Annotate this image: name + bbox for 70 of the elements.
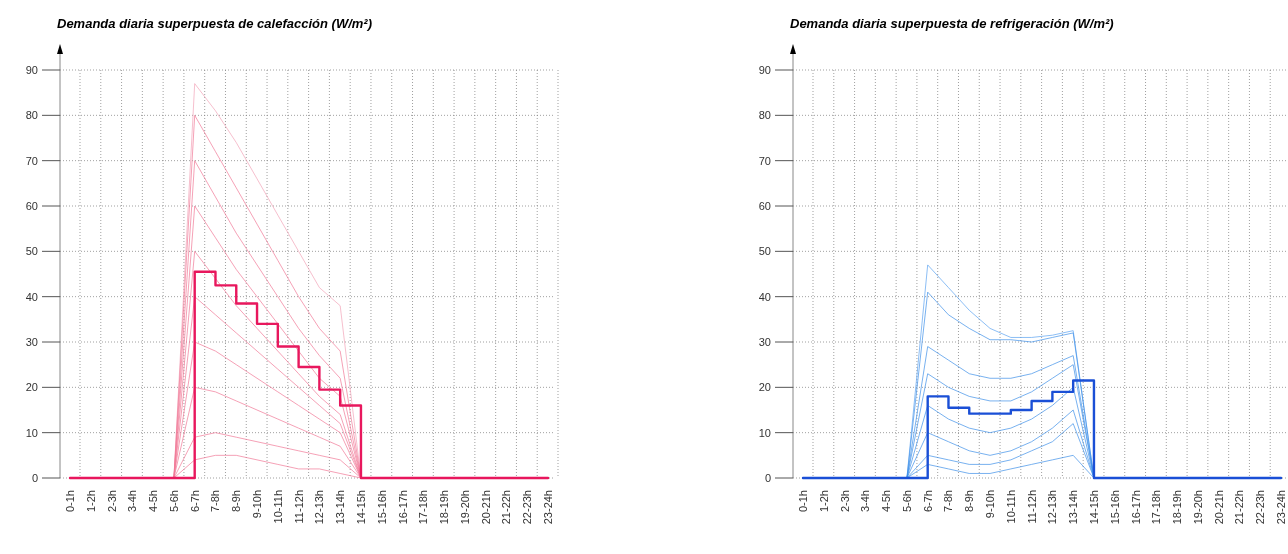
x-tick-label: 19-20h: [1191, 490, 1204, 525]
y-tick-label: 20: [25, 381, 38, 394]
y-tick-label: 50: [25, 245, 38, 258]
y-tick-label: 10: [758, 426, 771, 439]
x-tick-label: 5-6h: [900, 490, 913, 513]
x-tick-label: 9-10h: [251, 490, 264, 519]
x-tick-label: 8-9h: [963, 490, 976, 513]
y-tick-label: 70: [758, 154, 771, 167]
y-tick-label: 80: [25, 109, 38, 122]
x-tick-label: 5-6h: [167, 490, 180, 513]
x-tick-label: 16-17h: [396, 490, 409, 525]
y-tick-label: 70: [25, 154, 38, 167]
y-tick-label: 40: [25, 290, 38, 303]
x-tick-label: 0-1h: [797, 490, 809, 513]
x-tick-label: 21-22h: [500, 490, 513, 525]
x-tick-label: 7-8h: [942, 490, 955, 513]
y-tick-label: 0: [764, 471, 771, 484]
x-tick-label: 14-15h: [354, 490, 367, 525]
y-tick-label: 50: [758, 245, 771, 258]
y-tick-label: 60: [25, 199, 38, 212]
y-tick-label: 80: [758, 109, 771, 122]
x-tick-label: 6-7h: [921, 490, 934, 513]
x-tick-label: 1-2h: [817, 490, 830, 513]
x-tick-label: 13-14h: [1067, 490, 1080, 525]
x-tick-label: 15-16h: [1108, 490, 1121, 525]
y-tick-label: 90: [25, 63, 38, 76]
x-tick-label: 21-22h: [1233, 490, 1246, 525]
x-tick-label: 18-19h: [1171, 490, 1184, 525]
x-tick-label: 1-2h: [84, 490, 97, 513]
x-tick-label: 14-15h: [1087, 490, 1100, 525]
x-tick-label: 6-7h: [188, 490, 201, 513]
y-tick-label: 30: [25, 335, 38, 348]
x-tick-label: 7-8h: [209, 490, 222, 513]
y-tick-label: 40: [758, 290, 771, 303]
x-tick-label: 11-12h: [1025, 490, 1038, 524]
x-tick-label: 3-4h: [126, 490, 139, 513]
x-tick-label: 22-23h: [521, 490, 534, 525]
x-tick-label: 23-24h: [1275, 490, 1287, 525]
x-tick-label: 13-14h: [334, 490, 347, 525]
x-tick-label: 2-3h: [105, 490, 118, 513]
x-tick-label: 9-10h: [984, 490, 997, 519]
chart-title: Demanda diaria superpuesta de refrigeración (W/m²): [790, 16, 1114, 31]
x-tick-label: 0-1h: [64, 490, 76, 513]
x-tick-label: 15-16h: [375, 490, 388, 525]
x-tick-label: 18-19h: [438, 490, 451, 525]
x-tick-label: 2-3h: [838, 490, 851, 513]
y-tick-label: 30: [758, 335, 771, 348]
y-tick-label: 20: [758, 381, 771, 394]
chart-title: Demanda diaria superpuesta de calefacción (W/m²): [57, 16, 372, 31]
y-tick-label: 10: [25, 426, 38, 439]
x-tick-label: 12-13h: [313, 490, 326, 525]
x-tick-label: 8-9h: [230, 490, 243, 513]
x-tick-label: 16-17h: [1129, 490, 1142, 525]
x-tick-label: 20-21h: [1212, 490, 1225, 525]
x-tick-label: 17-18h: [1150, 490, 1163, 525]
x-tick-label: 4-5h: [880, 490, 893, 513]
x-tick-label: 22-23h: [1254, 490, 1267, 525]
y-tick-label: 90: [758, 63, 771, 76]
x-tick-label: 12-13h: [1046, 490, 1059, 525]
x-tick-label: 17-18h: [417, 490, 430, 525]
y-tick-label: 0: [31, 471, 38, 484]
y-tick-label: 60: [758, 199, 771, 212]
x-tick-label: 3-4h: [859, 490, 872, 513]
x-tick-label: 11-12h: [292, 490, 305, 524]
x-tick-label: 20-21h: [479, 490, 492, 525]
x-tick-label: 19-20h: [458, 490, 471, 525]
x-tick-label: 10-11h: [1004, 490, 1017, 524]
x-tick-label: 4-5h: [147, 490, 160, 513]
x-tick-label: 10-11h: [271, 490, 284, 524]
x-tick-label: 23-24h: [542, 490, 554, 525]
